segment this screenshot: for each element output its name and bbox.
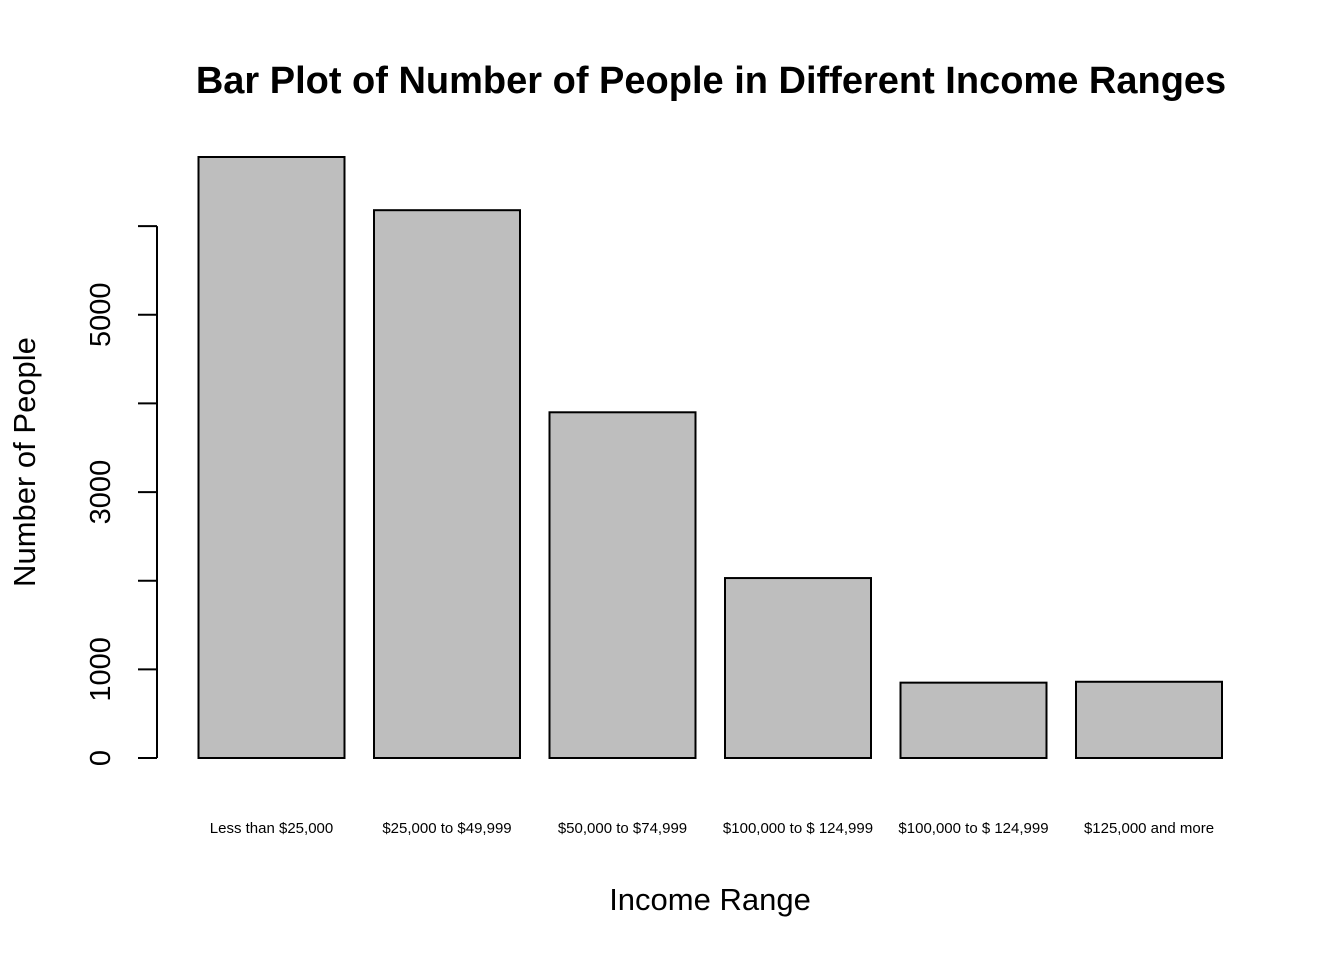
y-tick-label-1000: 1000 (85, 637, 117, 702)
x-tick-label-6: $125,000 and more (1084, 820, 1214, 837)
y-tick-label-0: 0 (85, 750, 117, 766)
x-tick-label-4: $100,000 to $ 124,999 (723, 820, 873, 837)
bar-6 (1075, 680, 1223, 760)
x-axis-labels: Less than $25,000 $25,000 to $49,999 $50,0… (210, 820, 1214, 837)
y-axis-title: Number of People (7, 337, 42, 587)
x-tick-label-5: $100,000 to $ 124,999 (898, 820, 1048, 837)
bar-3 (548, 411, 697, 759)
y-tick-label-3000: 3000 (85, 460, 117, 525)
x-tick-label-3: $50,000 to $74,999 (558, 820, 687, 837)
bar-2 (373, 209, 521, 759)
bar-1 (197, 156, 346, 759)
bar-4 (724, 577, 872, 759)
x-tick-label-1: Less than $25,000 (210, 820, 333, 837)
bar-5 (899, 681, 1048, 759)
y-axis: 0 1000 3000 5000 (85, 225, 158, 766)
x-axis-title: Income Range (609, 882, 811, 917)
bars-group (197, 156, 1223, 760)
x-tick-label-2: $25,000 to $49,999 (382, 820, 511, 837)
y-tick-label-5000: 5000 (85, 283, 117, 348)
chart-title: Bar Plot of Number of People in Differen… (196, 60, 1226, 102)
